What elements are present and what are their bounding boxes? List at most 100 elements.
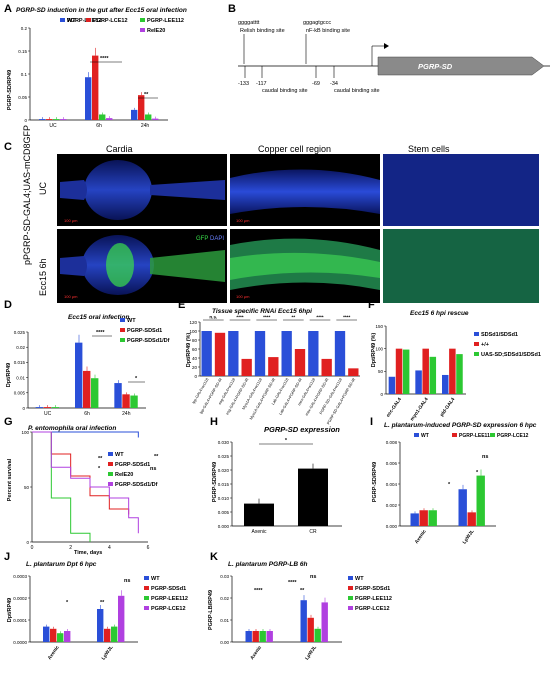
panel-e-ytick-label: 80 xyxy=(192,338,198,343)
panel-a-xtick-label: 24h xyxy=(141,123,150,129)
panel-a-sig: ** xyxy=(144,92,149,98)
panel-i-legend-label: WT xyxy=(421,433,429,439)
panel-e-ylabel: Dpt/RP49 (%) xyxy=(186,333,192,368)
panel-e-sig: **** xyxy=(236,315,243,320)
panel-h-bar xyxy=(298,468,328,526)
panel-a-title: PGRP-SD induction in the gut after Ecc15… xyxy=(16,7,187,14)
panel-d-bar xyxy=(114,383,122,408)
panel-j-xtick-label: Axenic xyxy=(47,644,61,661)
panel-i-bar xyxy=(467,512,476,526)
panel-k-ytick-label: 0.03 xyxy=(220,574,229,579)
panel-h-bar xyxy=(244,503,274,526)
panel-g-legend-swatch xyxy=(108,452,113,456)
panel-k-bar xyxy=(252,631,259,642)
panel-h-ytick-label: 0.015 xyxy=(218,482,230,487)
panel-e-bar xyxy=(281,331,292,376)
panel-f-bar xyxy=(429,356,437,394)
panel-j-bar xyxy=(64,631,71,642)
panel-e-xtick-label: Myo1A-GAL4>PGRP-SD-IR xyxy=(249,377,276,420)
panel-e-ytick-label: 40 xyxy=(192,356,198,361)
panel-g-legend-swatch xyxy=(108,472,113,476)
panel-f-xtick-label: myo1-GAL4 xyxy=(409,396,430,422)
panel-a-ytick-label: 0.15 xyxy=(18,49,27,54)
panel-d-ylabel: Dpt/RP49 xyxy=(6,363,12,387)
panel-f-ylabel: Dpt/RP49 (%) xyxy=(371,333,377,368)
panel-j-legend-label: PGRP-SDSd1 xyxy=(151,586,186,592)
panel-i-legend-swatch xyxy=(490,433,495,437)
panel-j-legend-label: PGRP-LCE12 xyxy=(151,606,186,612)
panel-label-a: A xyxy=(4,3,12,15)
panel-g-xtick-label: 6 xyxy=(147,545,150,551)
nfkb-seq: gggagtgccc xyxy=(303,20,331,26)
panel-f-xtick-label: ecc-GAL4 xyxy=(385,396,403,418)
panel-a-ytick-label: 0.2 xyxy=(21,26,28,31)
panel-k-legend-label: PGRP-SDSd1 xyxy=(355,586,390,592)
relish-site-label: Relish binding site xyxy=(240,28,285,34)
panel-g-sig: ns xyxy=(150,466,156,472)
panel-e-bar xyxy=(321,358,332,376)
panel-d-legend-label: PGRP-SDSd1/Df xyxy=(127,338,170,344)
panel-a-legend-swatch xyxy=(140,18,145,22)
panel-e-bar xyxy=(228,331,239,376)
panel-i-ytick-label: 0.008 xyxy=(386,440,398,445)
panel-i-bar xyxy=(428,510,437,526)
panel-f-legend-swatch xyxy=(474,342,479,346)
panel-a-bar xyxy=(39,119,46,120)
panel-g-title: P. entomophila oral infection xyxy=(28,425,116,432)
panel-a-ytick-label: 0.05 xyxy=(18,95,27,100)
panel-k-sig: ns xyxy=(310,574,316,580)
pos-69: -69 xyxy=(312,81,320,87)
panel-g-legend-swatch xyxy=(108,482,113,486)
panel-a-bar xyxy=(106,118,113,120)
panel-f-legend-label: SDSd1/SDSd1 xyxy=(481,332,518,338)
panel-f-bar xyxy=(456,354,463,394)
panel-a-legend-swatch xyxy=(60,18,65,22)
panel-i-sig: * xyxy=(476,470,479,476)
panel-e-sig: **** xyxy=(316,315,323,320)
panel-a-legend-label: WT xyxy=(67,18,76,24)
panel-h-ytick-label: 0.020 xyxy=(218,468,230,473)
panel-e-ytick-label: 100 xyxy=(189,329,197,334)
panel-d-legend-swatch xyxy=(120,328,125,332)
panel-j-legend-label: PGRP-LEE112 xyxy=(151,596,188,602)
panel-j-bar xyxy=(57,633,64,642)
panel-d-xtick-label: 24h xyxy=(122,411,131,417)
panel-k-legend-swatch xyxy=(348,586,353,590)
panel-j-sig: ** xyxy=(100,600,105,606)
panel-label-k: K xyxy=(210,551,218,563)
panel-e-ytick-label: 20 xyxy=(192,365,198,370)
panel-d-ytick-label: 0.025 xyxy=(14,330,26,335)
panel-j-bar xyxy=(111,626,118,642)
panel-label-c: C xyxy=(4,141,12,153)
panel-d-legend-label: PGRP-SDSd1 xyxy=(127,328,162,334)
gene-name: PGRP-SD xyxy=(418,62,453,71)
panel-j-legend-swatch xyxy=(144,576,149,580)
panel-g-xlabel: Time, days xyxy=(74,550,102,556)
panel-a-legend-label: RelE20 xyxy=(147,28,165,34)
panel-a-bar xyxy=(138,95,145,120)
panel-h-ytick-label: 0.010 xyxy=(218,496,230,501)
panel-e-ytick-label: 60 xyxy=(192,347,198,352)
pos-117: -117 xyxy=(256,81,267,87)
panel-e-sig: ** xyxy=(292,315,296,320)
panel-e-bar xyxy=(214,332,226,376)
panel-i-bar xyxy=(458,489,467,526)
panel-k-ytick-label: 0.02 xyxy=(220,596,229,601)
panel-f-ytick-label: 100 xyxy=(375,346,383,351)
panel-i-xtick-label: LpWJL xyxy=(462,529,476,546)
panel-i-xtick-label: Axenic xyxy=(414,528,428,545)
row-label-uc: UC xyxy=(38,182,48,195)
panel-i-ylabel: PGRP-SD/RP49 xyxy=(372,462,378,502)
panel-h-ylabel: PGRP-SD/RP49 xyxy=(212,462,218,502)
panel-d-ytick-label: 0.005 xyxy=(14,391,26,396)
panel-i-legend-label: PGRP-LEE112 xyxy=(459,433,493,439)
panel-i-legend-label: PGRP-LCE12 xyxy=(497,433,529,439)
panel-g-xtick-label: 2 xyxy=(69,545,72,551)
panel-a-legend-swatch xyxy=(140,28,145,32)
panel-k-title: L. plantarum PGRP-LB 6h xyxy=(228,561,307,568)
panel-a-bar xyxy=(145,114,152,120)
panel-e-bar xyxy=(334,331,346,376)
row-label-ecc15: Ecc15 6h xyxy=(38,258,48,296)
panel-h-ytick-label: 0.030 xyxy=(218,440,230,445)
